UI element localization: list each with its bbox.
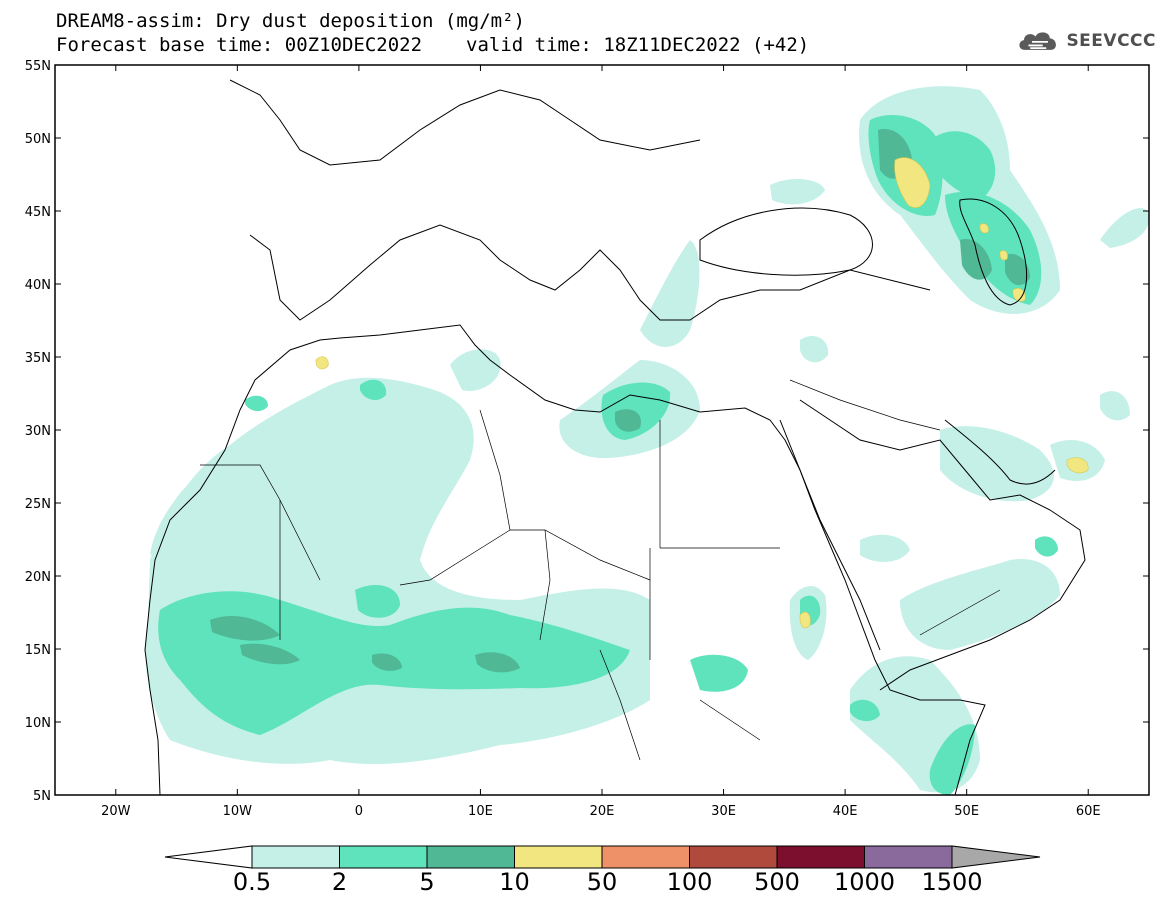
lat-tick-label: 25N	[25, 497, 51, 512]
lat-tick-label: 50N	[25, 132, 51, 147]
lat-tick-label: 30N	[25, 424, 51, 439]
lon-tick-label: 10E	[468, 804, 493, 819]
lat-tick-label: 20N	[25, 570, 51, 585]
coastlines	[144, 79, 1086, 795]
colorbar-level-label: 5	[419, 868, 435, 896]
colorbar	[164, 845, 1041, 869]
lat-tick-label: 10N	[25, 716, 51, 731]
forecast-times: Forecast base time: 00Z10DEC2022 valid ti…	[56, 34, 809, 56]
colorbar-level-label: 500	[754, 868, 800, 896]
persian-gulf	[944, 419, 1056, 485]
lon-tick-label: 40E	[833, 804, 858, 819]
colorbar-under-arrow	[164, 845, 253, 869]
latitude-ticks: 55N 50N 45N 40N 35N 30N 25N 20N 15N 10N 5N	[25, 59, 1149, 804]
lat-tick-label: 5N	[33, 789, 51, 804]
colorbar-swatch	[426, 845, 515, 869]
deposition-10-50	[315, 157, 1089, 629]
colorbar-swatch	[601, 845, 690, 869]
colorbar-swatch	[689, 845, 778, 869]
lon-tick-label: 30E	[711, 804, 736, 819]
lat-tick-label: 55N	[25, 59, 51, 74]
europe-coast	[249, 224, 931, 321]
colorbar-level-label: 1500	[921, 868, 983, 896]
deposition-field	[145, 86, 1149, 795]
lon-tick-label: 60E	[1076, 804, 1101, 819]
colorbar-level-label: 10	[499, 868, 530, 896]
borders	[200, 379, 1001, 761]
colorbar-level-label: 0.5	[232, 868, 272, 896]
lat-tick-label: 45N	[25, 205, 51, 220]
black-sea	[699, 207, 873, 276]
red-sea	[779, 419, 881, 651]
arabia-coast	[799, 399, 1086, 691]
lon-tick-label: 0	[355, 804, 363, 819]
africa-coast	[144, 324, 986, 795]
cloud-icon	[1019, 32, 1056, 50]
colorbar-swatch	[514, 845, 603, 869]
lon-tick-label: 10W	[223, 804, 253, 819]
lat-tick-label: 15N	[25, 643, 51, 658]
logo-text: SEEVCCC	[1066, 31, 1156, 51]
map-title: DREAM8-assim: Dry dust deposition (mg/m²…	[56, 10, 525, 32]
colorbar-swatch	[776, 845, 865, 869]
valid-time: valid time: 18Z11DEC2022 (+42)	[466, 34, 810, 56]
base-time: Forecast base time: 00Z10DEC2022	[56, 34, 423, 56]
lon-tick-label: 20E	[590, 804, 615, 819]
colorbar-level-label: 2	[331, 868, 348, 896]
colorbar-level-label: 1000	[833, 868, 896, 896]
colorbar-level-label: 50	[586, 868, 618, 896]
lon-tick-label: 20W	[101, 804, 131, 819]
colorbar-over-arrow	[951, 845, 1041, 869]
north-europe	[229, 79, 701, 166]
caspian-sea	[959, 198, 1028, 306]
lat-tick-label: 35N	[25, 351, 51, 366]
lat-tick-label: 40N	[25, 278, 51, 293]
deposition-5-10	[210, 129, 1030, 673]
lon-tick-label: 50E	[954, 804, 979, 819]
seevccc-logo: SEEVCCC	[1016, 26, 1156, 56]
colorbar-swatch	[339, 845, 428, 869]
longitude-ticks: 20W 10W 0 10E 20E 30E 40E 50E 60E	[101, 65, 1101, 819]
colorbar-swatch	[864, 845, 953, 869]
colorbar-level-label: 100	[666, 868, 713, 896]
colorbar-swatch	[251, 845, 340, 869]
